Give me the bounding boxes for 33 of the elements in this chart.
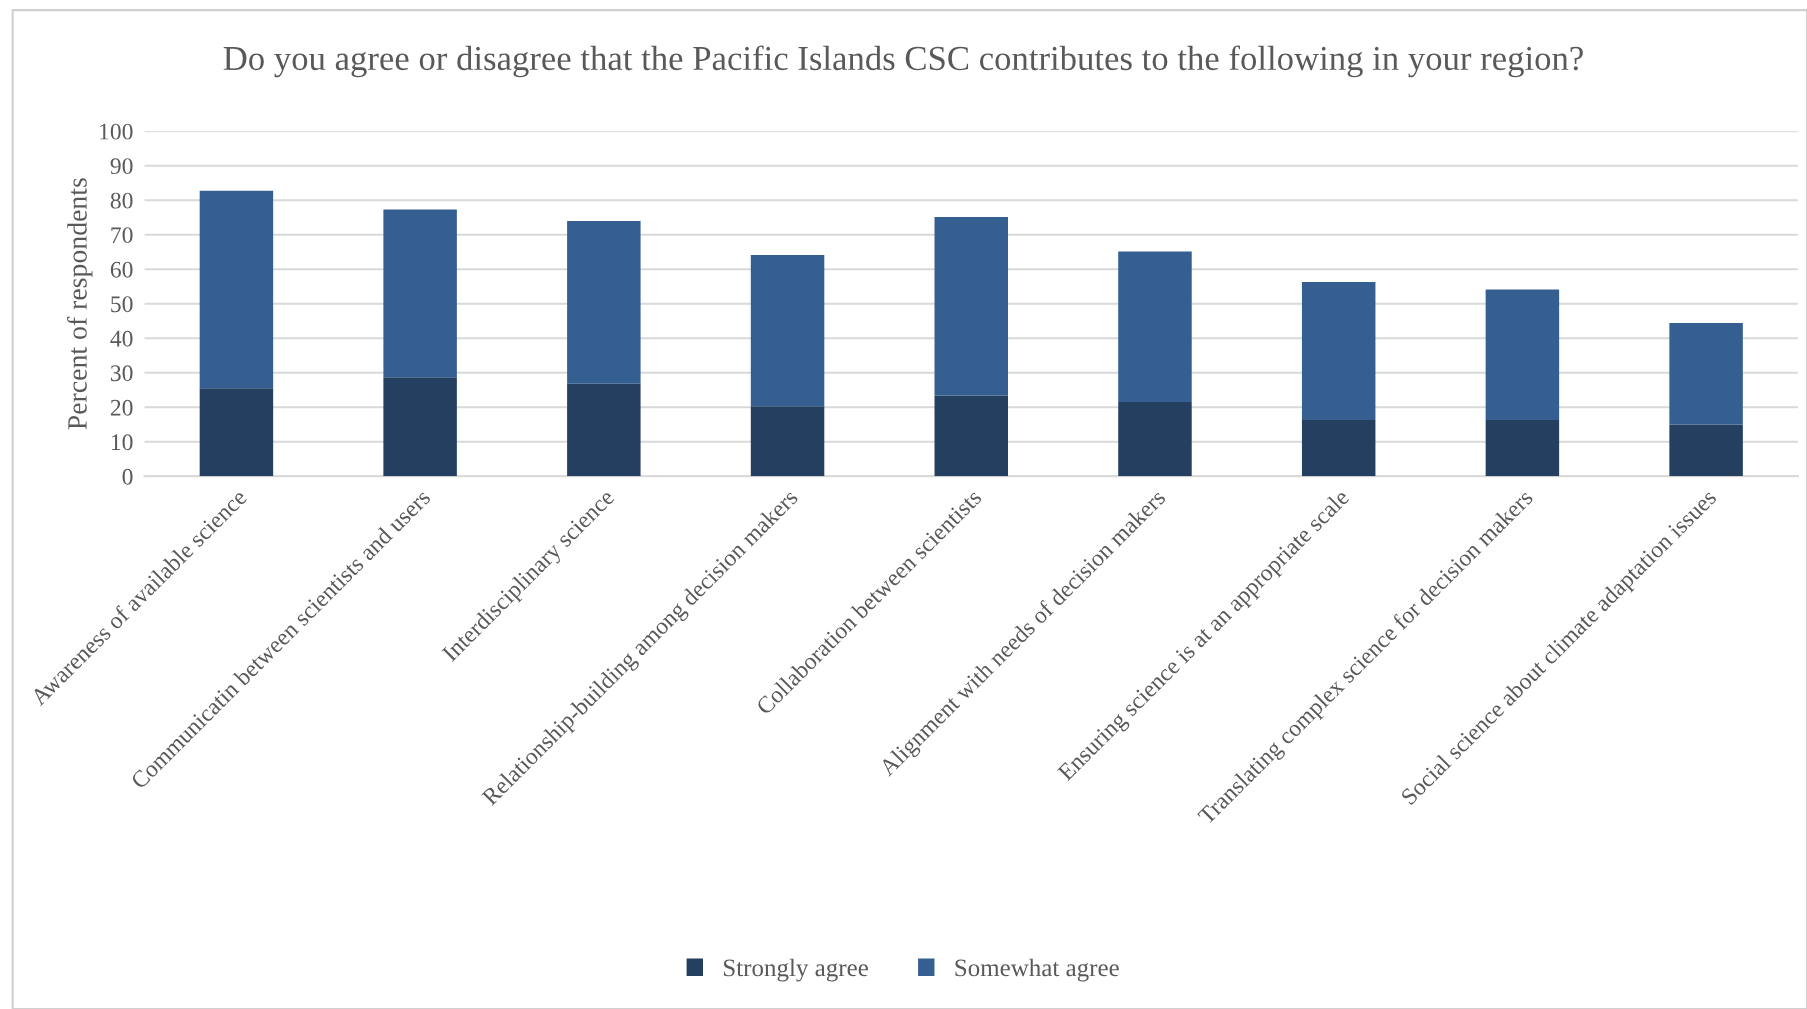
bar [199, 190, 274, 389]
y-tick-label: 20 [110, 399, 133, 416]
bar [1301, 420, 1376, 477]
bar [1301, 281, 1376, 420]
bar [1669, 424, 1743, 477]
bar [750, 406, 825, 477]
bar [934, 395, 1008, 477]
y-tick-label: 80 [110, 192, 133, 209]
y-tick-label: 90 [110, 158, 133, 175]
bar [567, 383, 641, 477]
bar [1118, 251, 1192, 403]
y-tick-label: 50 [111, 296, 133, 313]
y-tick-label: 0 [122, 468, 133, 485]
y-axis-title: Percent of respondents [67, 178, 93, 430]
y-tick-label: 40 [110, 330, 133, 347]
bar [1669, 323, 1743, 425]
y-tick-label: 100 [100, 123, 133, 140]
y-tick-label: 30 [110, 365, 133, 382]
bar [383, 209, 457, 378]
y-tick-label: 60 [110, 261, 133, 278]
y-tick-label: 70 [111, 227, 133, 244]
chart-title: Do you agree or disagree that the Pacific Islands CSC contributes to the following in your region? [223, 45, 1583, 78]
legend-label: Somewhat agree [955, 958, 1119, 982]
bar [750, 255, 825, 407]
bar [1485, 420, 1560, 477]
bar [1485, 289, 1560, 420]
bar [934, 217, 1008, 396]
y-tick-label: 10 [111, 434, 133, 451]
bar [383, 377, 457, 477]
bar [199, 388, 274, 477]
bar [567, 220, 641, 384]
bar [1118, 402, 1192, 477]
legend-label: Strongly agree [723, 958, 868, 982]
